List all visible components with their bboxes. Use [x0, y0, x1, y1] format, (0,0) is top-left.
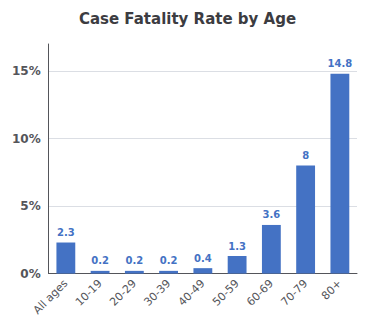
svg-text:3.6: 3.6 — [263, 209, 281, 220]
svg-text:Case Fatality Rate by Age: Case Fatality Rate by Age — [79, 10, 296, 28]
svg-text:40-49: 40-49 — [176, 277, 208, 309]
svg-text:14.8: 14.8 — [328, 58, 353, 69]
svg-text:30-39: 30-39 — [141, 277, 173, 309]
svg-text:15%: 15% — [12, 64, 41, 78]
svg-text:0.2: 0.2 — [91, 255, 109, 266]
svg-text:60-69: 60-69 — [244, 277, 276, 309]
svg-text:70-79: 70-79 — [278, 277, 310, 309]
svg-text:80+: 80+ — [319, 277, 345, 303]
svg-text:10%: 10% — [12, 132, 41, 146]
svg-text:5%: 5% — [20, 199, 40, 213]
svg-text:1.3: 1.3 — [228, 241, 246, 252]
svg-text:0.2: 0.2 — [160, 255, 178, 266]
svg-text:8: 8 — [302, 150, 309, 161]
svg-text:2.3: 2.3 — [57, 227, 75, 238]
svg-text:20-29: 20-29 — [107, 277, 139, 309]
svg-text:0%: 0% — [20, 267, 40, 281]
svg-text:10-19: 10-19 — [73, 277, 105, 309]
svg-text:All ages: All ages — [31, 277, 71, 317]
svg-text:50-59: 50-59 — [210, 277, 242, 309]
svg-text:0.2: 0.2 — [125, 255, 143, 266]
svg-text:0.4: 0.4 — [194, 253, 212, 264]
